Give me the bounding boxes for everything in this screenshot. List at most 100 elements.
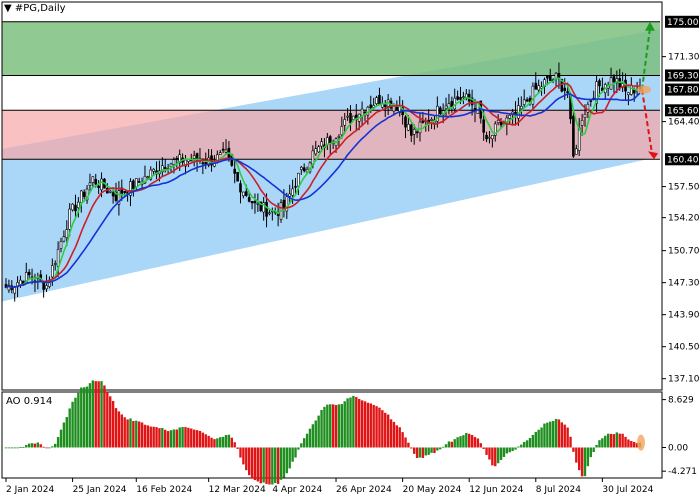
candle-body (488, 136, 491, 139)
ao-bar (54, 443, 57, 448)
candle-body (491, 135, 494, 140)
ao-bar (62, 422, 66, 448)
ao-bar (132, 420, 135, 448)
candle-body (522, 99, 526, 105)
ao-bar (557, 419, 561, 448)
ao-bar (566, 427, 569, 448)
ao-bar (404, 437, 407, 448)
ao-bar (528, 438, 532, 448)
ao-bar (508, 447, 511, 453)
ao-bar (633, 441, 636, 448)
ao-bar (447, 441, 451, 448)
ao-bar (355, 397, 358, 448)
ao-bar (546, 422, 549, 448)
candle-body (580, 120, 584, 126)
candle-body (265, 201, 268, 217)
candle-body (291, 188, 294, 196)
ao-bar (360, 400, 364, 448)
ao-bar (525, 440, 529, 448)
candle-body (262, 202, 265, 213)
ao-bar (560, 422, 564, 448)
y-tick-label: 164.40 (668, 118, 700, 128)
candle-body (598, 80, 601, 87)
ao-bar (210, 437, 213, 448)
ao-bar (537, 429, 540, 448)
ao-bar (563, 424, 566, 448)
ao-bar (389, 419, 393, 448)
menu-arrow-icon[interactable]: ▼ (4, 3, 12, 14)
ao-bar (111, 400, 115, 448)
ao-bar (158, 428, 161, 448)
ao-bar (242, 447, 245, 465)
candle-body (302, 167, 306, 172)
ao-bar (302, 438, 306, 448)
ao-bar (456, 437, 459, 448)
ao-bar (436, 447, 439, 451)
candle-body (169, 163, 173, 168)
candle-body (395, 106, 399, 111)
candle-body (409, 124, 413, 136)
candle-body (268, 212, 271, 215)
x-tick-label: 30 Jul 2024 (602, 485, 653, 495)
candle-body (68, 208, 71, 230)
ao-bar (337, 404, 341, 448)
ao-bar (253, 447, 257, 481)
candle-body (294, 186, 297, 188)
ao-bar (494, 447, 497, 467)
ao-bar (282, 447, 286, 478)
x-tick-label: 26 Apr 2024 (336, 485, 392, 495)
ao-bar (398, 427, 401, 448)
ao-bar (88, 383, 92, 448)
candle-body (343, 119, 347, 126)
ao-bar (586, 447, 590, 467)
ao-bar (473, 437, 477, 448)
ao-y-tick-label: 8.629 (668, 396, 694, 406)
y-level-box (665, 104, 699, 117)
ao-bar (221, 436, 225, 448)
ao-bar (470, 434, 474, 448)
ao-bar (137, 421, 141, 448)
ao-bar (572, 447, 575, 452)
ao-bar (175, 429, 179, 448)
ao-bar (517, 446, 520, 448)
candle-body (288, 193, 292, 197)
candle-body (149, 169, 153, 180)
ao-bar (42, 446, 45, 448)
x-tick-label: 20 May 2024 (403, 485, 462, 495)
candle-body (375, 97, 378, 105)
ao-bar (323, 406, 326, 448)
ao-bar (334, 405, 338, 448)
candle-body (132, 180, 135, 190)
candle-body (415, 131, 419, 134)
ao-bar (554, 418, 558, 448)
ao-bar (123, 417, 126, 448)
ao-bar (256, 447, 260, 482)
resistance-zone (2, 21, 660, 76)
ao-bar (19, 447, 22, 448)
candle-body (117, 190, 121, 205)
candle-body (184, 159, 187, 167)
ao-bar (135, 420, 138, 448)
y-tick-label: 140.50 (668, 343, 700, 353)
candle-body (499, 121, 503, 126)
ao-bar (190, 428, 193, 448)
candle-body (346, 115, 349, 118)
ao-bar (604, 435, 607, 448)
ao-bar (7, 447, 11, 449)
x-tick-label: 4 Apr 2024 (272, 485, 322, 495)
ao-bar (233, 442, 236, 448)
ao-bar (320, 410, 323, 448)
candle-body (247, 197, 251, 202)
ao-bar (4, 447, 8, 449)
candle-body (62, 236, 66, 242)
ao-bar (578, 447, 581, 471)
ao-bar (268, 447, 271, 485)
candle-body (450, 101, 454, 107)
ao-bar (407, 442, 410, 448)
candle-body (100, 178, 103, 191)
candle-body (609, 77, 613, 90)
ao-bar (482, 447, 485, 449)
ao-bar (363, 401, 367, 448)
y-level-label: 165.60 (667, 106, 699, 116)
ao-bar (412, 447, 416, 454)
